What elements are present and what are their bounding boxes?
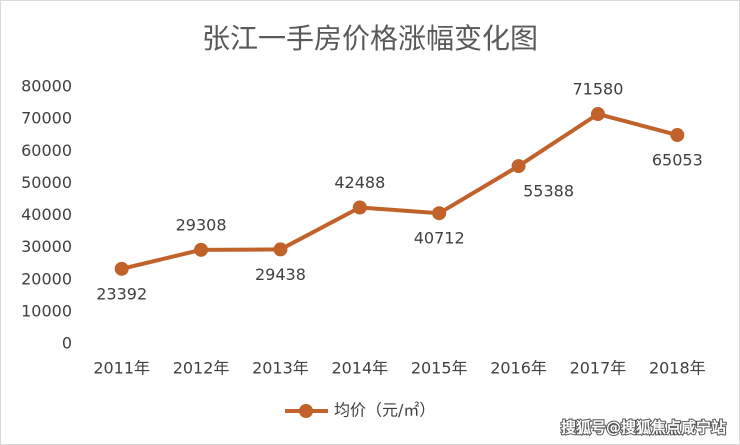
data-label: 29308 — [176, 215, 227, 234]
chart-title: 张江一手房价格涨幅变化图 — [202, 22, 538, 55]
x-tick-label: 2016年 — [490, 359, 547, 378]
x-tick-label: 2015年 — [411, 359, 468, 378]
data-label: 29438 — [255, 265, 306, 284]
point — [432, 206, 447, 221]
point — [114, 261, 129, 276]
y-tick-label: 0 — [62, 334, 72, 353]
y-tick-label: 50000 — [21, 173, 72, 192]
point — [590, 107, 605, 122]
data-label: 42488 — [334, 173, 385, 192]
legend-marker — [299, 404, 313, 418]
data-label: 71580 — [572, 80, 623, 99]
point — [352, 200, 367, 215]
y-tick-label: 70000 — [21, 109, 72, 128]
y-tick-label: 80000 — [21, 77, 72, 96]
x-tick-label: 2011年 — [93, 359, 150, 378]
point — [273, 242, 288, 257]
x-tick-label: 2017年 — [570, 359, 627, 378]
data-label: 65053 — [652, 151, 703, 170]
point — [194, 242, 209, 257]
x-tick-label: 2014年 — [331, 359, 388, 378]
data-label: 40712 — [414, 229, 465, 248]
watermark: 搜狐号@搜狐焦点咸宁站 — [561, 419, 726, 437]
y-tick-label: 10000 — [21, 301, 72, 320]
x-tick-label: 2018年 — [649, 359, 706, 378]
line — [121, 112, 678, 271]
y-tick-label: 20000 — [21, 269, 72, 288]
y-tick-label: 30000 — [21, 237, 72, 256]
data-label: 55388 — [523, 182, 574, 201]
x-tick-label: 2012年 — [173, 359, 230, 378]
data-label: 23392 — [96, 284, 147, 303]
y-tick-label: 40000 — [21, 205, 72, 224]
x-tick-label: 2013年 — [252, 359, 309, 378]
point — [511, 159, 526, 174]
legend-label: 均价（元/㎡） — [334, 401, 435, 420]
point — [670, 128, 685, 143]
y-tick-label: 60000 — [21, 141, 72, 160]
